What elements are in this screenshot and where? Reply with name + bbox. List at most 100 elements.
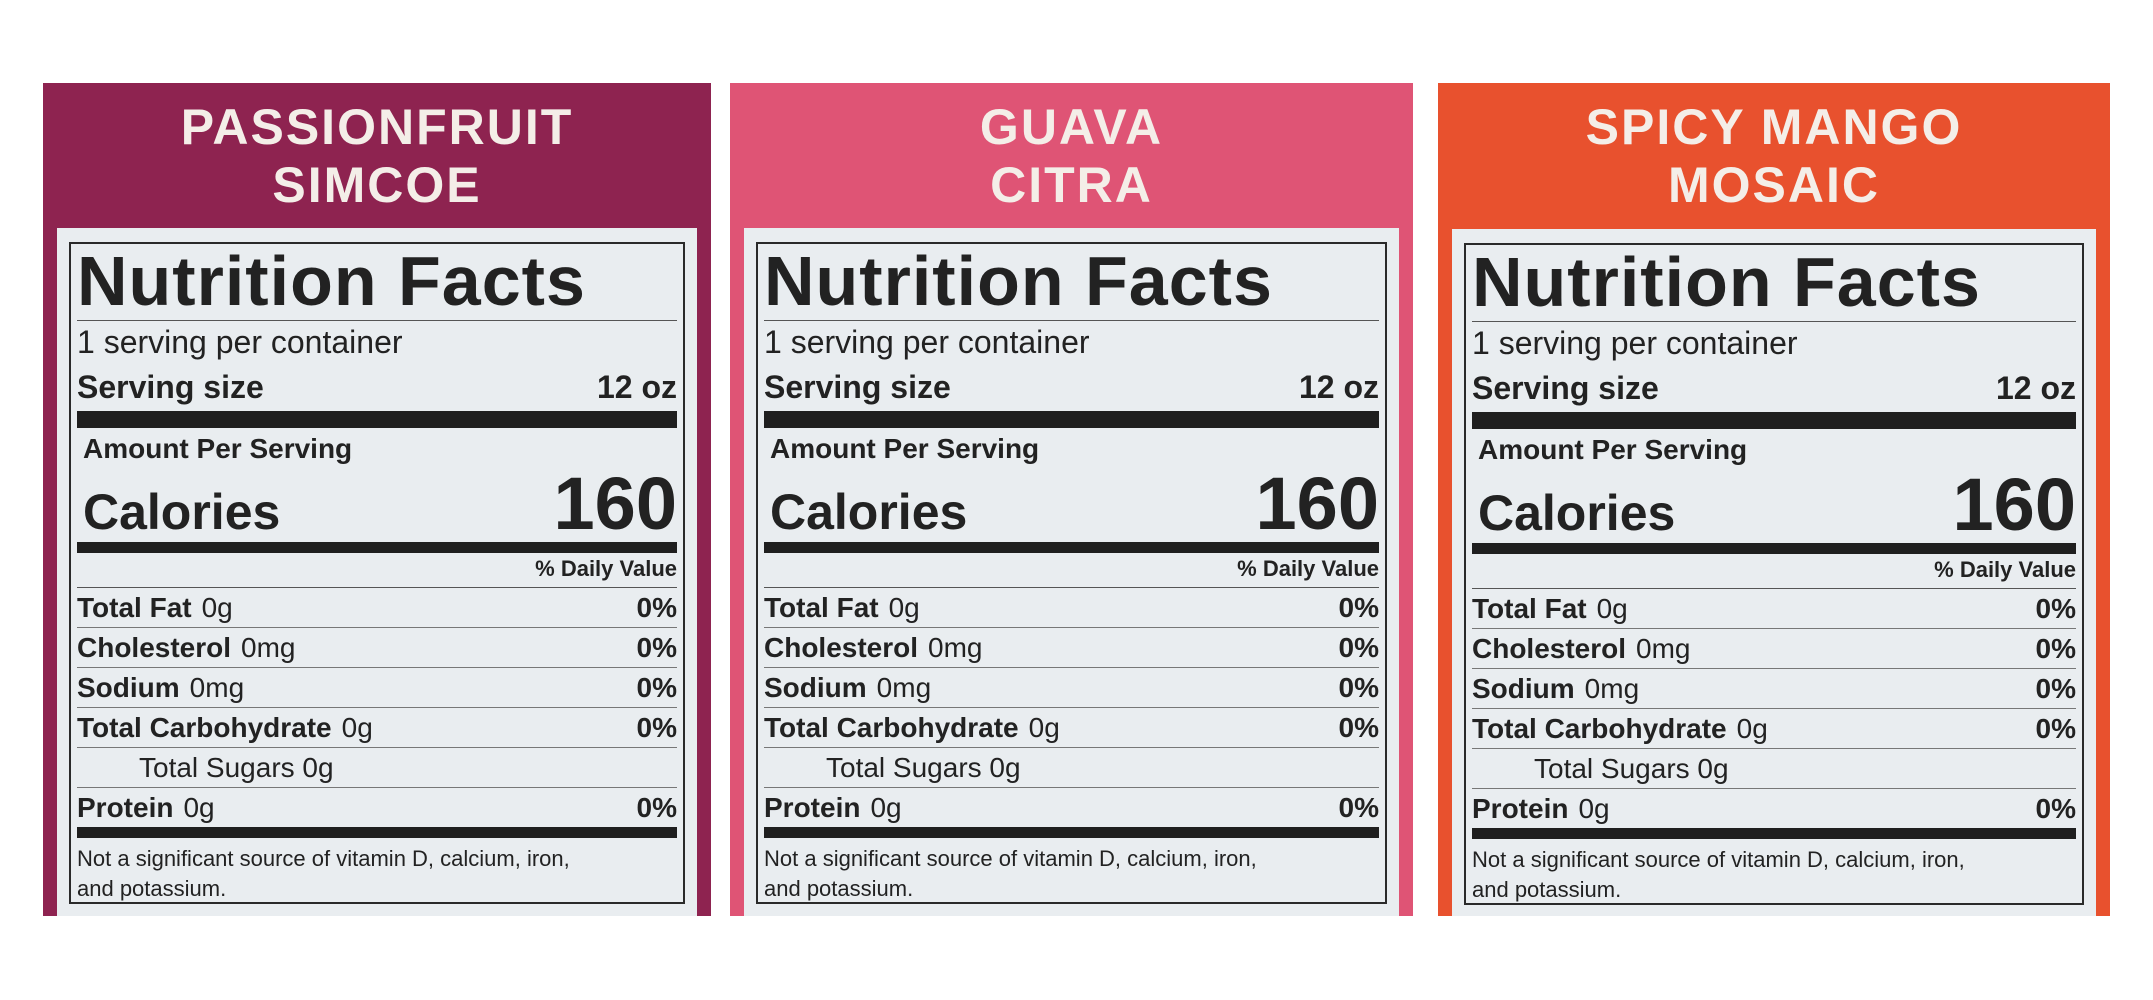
serving-size-label: Serving size bbox=[77, 369, 264, 405]
nutrient-row-total-fat: Total Fat 0g 0% bbox=[1472, 589, 2076, 629]
flavor-name: GUAVA CITRA bbox=[730, 83, 1413, 228]
servings-per-container: 1 serving per container bbox=[1472, 325, 1798, 361]
calories-value: 160 bbox=[1952, 463, 2076, 546]
serving-size-value: 12 oz bbox=[1298, 369, 1379, 405]
serving-size-value: 12 oz bbox=[1995, 370, 2076, 406]
servings-per-container: 1 serving per container bbox=[764, 324, 1090, 360]
divider-medium bbox=[1472, 828, 2076, 839]
footnote-line2: and potassium. bbox=[77, 876, 227, 901]
nutrient-amount: 0mg bbox=[189, 672, 245, 703]
serving-size-value: 12 oz bbox=[596, 369, 677, 405]
nutrient-amount: 0g bbox=[183, 792, 215, 823]
nutrition-facts-title: Nutrition Facts bbox=[1472, 245, 2076, 322]
nutrient-percent: 0% bbox=[2035, 593, 2076, 624]
nutrient-amount: 0mg bbox=[1636, 633, 1691, 664]
nutrient-row-total-sugars: Total Sugars 0g bbox=[77, 748, 677, 788]
nutrition-facts-label: Nutrition Facts 1 serving per container … bbox=[69, 242, 685, 904]
divider-medium bbox=[764, 542, 1379, 553]
nutrient-percent: 0% bbox=[2035, 793, 2076, 824]
footnote: Not a significant source of vitamin D, c… bbox=[764, 844, 1379, 904]
nutrient-percent: 0% bbox=[636, 632, 677, 663]
flavor-name: PASSIONFRUIT SIMCOE bbox=[43, 83, 711, 228]
nutrient-name: Protein bbox=[77, 792, 174, 823]
nutrient-name: Total Fat bbox=[1472, 593, 1587, 624]
nutrient-amount: 0g bbox=[888, 592, 920, 623]
nutrient-row-sodium: Sodium 0mg 0% bbox=[77, 668, 677, 708]
nutrition-facts-title: Nutrition Facts bbox=[764, 244, 1379, 321]
nutrient-amount: 0g bbox=[870, 792, 902, 823]
nutrient-amount: 0g bbox=[1736, 713, 1768, 744]
panel-guava-citra: GUAVA CITRA Nutrition Facts 1 serving pe… bbox=[730, 83, 1413, 916]
nutrient-row-total-carbohydrate: Total Carbohydrate 0g 0% bbox=[77, 708, 677, 748]
footnote: Not a significant source of vitamin D, c… bbox=[77, 844, 677, 904]
divider-medium bbox=[77, 827, 677, 838]
nutrient-amount: 0mg bbox=[241, 632, 296, 663]
nutrient-percent: 0% bbox=[2035, 633, 2076, 664]
flavor-name-line1: GUAVA bbox=[979, 98, 1164, 155]
flavor-name-line1: SPICY MANGO bbox=[1585, 98, 1963, 155]
nutrient-name: Sodium bbox=[77, 672, 180, 703]
daily-value-header: % Daily Value bbox=[1472, 554, 2076, 589]
panel-spicy-mango-mosaic: SPICY MANGO MOSAIC Nutrition Facts 1 ser… bbox=[1438, 83, 2110, 916]
flavor-name-line1: PASSIONFRUIT bbox=[180, 98, 574, 155]
calories-label: Calories bbox=[1478, 485, 1676, 541]
nutrient-row-sodium: Sodium 0mg 0% bbox=[1472, 669, 2076, 709]
nutrient-row-total-carbohydrate: Total Carbohydrate 0g 0% bbox=[1472, 709, 2076, 749]
nutrient-amount: 0g bbox=[1596, 593, 1628, 624]
flavor-name-line2: CITRA bbox=[990, 156, 1153, 213]
footnote: Not a significant source of vitamin D, c… bbox=[1472, 845, 2076, 905]
nutrient-row-total-sugars: Total Sugars 0g bbox=[1472, 749, 2076, 789]
nutrient-name: Total Carbohydrate bbox=[764, 712, 1019, 743]
nutrient-name: Total Sugars 0g bbox=[1534, 753, 1729, 784]
nutrition-facts-label: Nutrition Facts 1 serving per container … bbox=[756, 242, 1387, 904]
flavor-name-line2: SIMCOE bbox=[272, 156, 482, 213]
footnote-line1: Not a significant source of vitamin D, c… bbox=[1472, 847, 1965, 872]
nutrition-facts-label: Nutrition Facts 1 serving per container … bbox=[1464, 243, 2084, 905]
nutrient-row-total-fat: Total Fat 0g 0% bbox=[764, 588, 1379, 628]
nutrient-row-total-sugars: Total Sugars 0g bbox=[764, 748, 1379, 788]
flavor-name: SPICY MANGO MOSAIC bbox=[1438, 83, 2110, 228]
amount-per-serving: Amount Per Serving bbox=[83, 433, 353, 464]
label-background: Nutrition Facts 1 serving per container … bbox=[744, 228, 1399, 916]
nutrient-amount: 0mg bbox=[1584, 673, 1640, 704]
nutrient-percent: 0% bbox=[636, 792, 677, 823]
nutrient-row-total-fat: Total Fat 0g 0% bbox=[77, 588, 677, 628]
nutrient-name: Protein bbox=[764, 792, 861, 823]
footnote-line2: and potassium. bbox=[1472, 877, 1622, 902]
nutrition-facts-title: Nutrition Facts bbox=[77, 244, 677, 321]
serving-size-row: Serving size 12 oz bbox=[764, 365, 1379, 411]
nutrient-name: Cholesterol bbox=[77, 632, 232, 663]
amount-per-serving: Amount Per Serving bbox=[1478, 434, 1748, 465]
calories-row: Calories 160 bbox=[764, 466, 1379, 542]
calories-value: 160 bbox=[553, 462, 677, 545]
daily-value-header: % Daily Value bbox=[764, 553, 1379, 588]
serving-size-row: Serving size 12 oz bbox=[1472, 366, 2076, 412]
nutrient-percent: 0% bbox=[1338, 712, 1379, 743]
nutrient-percent: 0% bbox=[1338, 632, 1379, 663]
nutrient-amount: 0mg bbox=[928, 632, 983, 663]
nutrient-row-protein: Protein 0g 0% bbox=[1472, 789, 2076, 828]
calories-label: Calories bbox=[770, 484, 968, 540]
nutrient-name: Sodium bbox=[764, 672, 867, 703]
divider-thick bbox=[77, 411, 677, 428]
nutrient-name: Total Carbohydrate bbox=[77, 712, 332, 743]
calories-row: Calories 160 bbox=[77, 466, 677, 542]
label-background: Nutrition Facts 1 serving per container … bbox=[57, 228, 697, 916]
nutrient-amount: 0g bbox=[201, 592, 233, 623]
nutrient-name: Total Carbohydrate bbox=[1472, 713, 1727, 744]
label-background: Nutrition Facts 1 serving per container … bbox=[1452, 229, 2096, 916]
nutrient-percent: 0% bbox=[1338, 672, 1379, 703]
nutrient-percent: 0% bbox=[636, 712, 677, 743]
nutrient-row-total-carbohydrate: Total Carbohydrate 0g 0% bbox=[764, 708, 1379, 748]
nutrient-percent: 0% bbox=[636, 672, 677, 703]
serving-size-label: Serving size bbox=[1472, 370, 1659, 406]
panel-passionfruit-simcoe: PASSIONFRUIT SIMCOE Nutrition Facts 1 se… bbox=[43, 83, 711, 916]
footnote-line1: Not a significant source of vitamin D, c… bbox=[764, 846, 1257, 871]
nutrient-percent: 0% bbox=[2035, 713, 2076, 744]
calories-label: Calories bbox=[83, 484, 281, 540]
nutrient-amount: 0g bbox=[341, 712, 373, 743]
nutrient-name: Cholesterol bbox=[1472, 633, 1627, 664]
calories-row: Calories 160 bbox=[1472, 467, 2076, 543]
nutrient-percent: 0% bbox=[1338, 592, 1379, 623]
calories-value: 160 bbox=[1255, 462, 1379, 545]
